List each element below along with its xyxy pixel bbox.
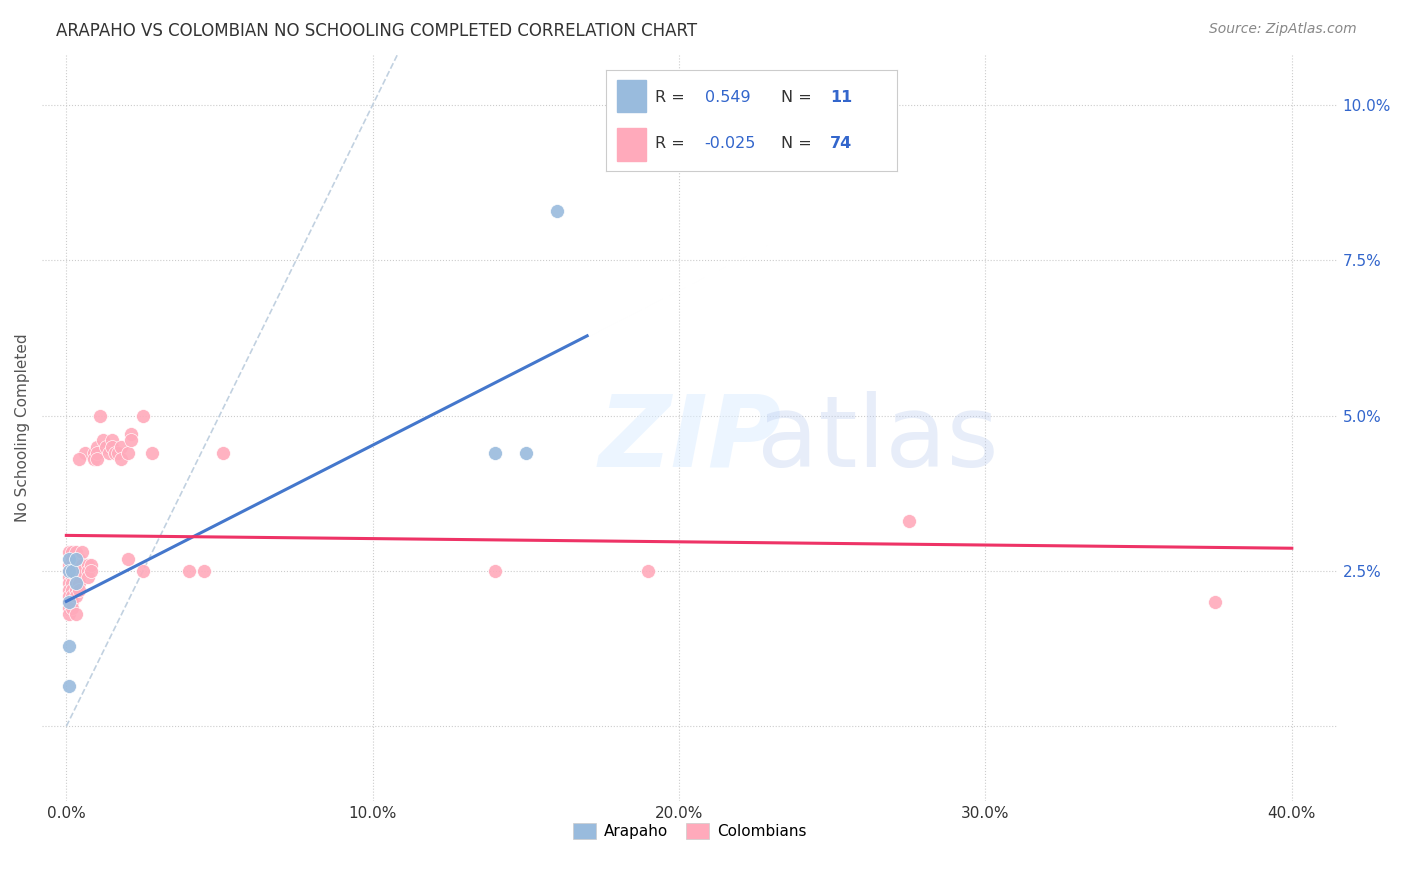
Point: [110, 452, 132, 467]
Point: [110, 440, 132, 454]
Point: [83, 446, 105, 460]
Point: [1204, 595, 1226, 609]
Point: [58, 679, 80, 693]
Point: [546, 203, 568, 218]
Point: [58, 558, 80, 572]
Point: [104, 446, 127, 460]
Y-axis label: No Schooling Completed: No Schooling Completed: [15, 334, 30, 523]
Point: [58, 570, 80, 584]
Point: [637, 564, 659, 578]
Point: [65, 582, 87, 597]
Point: [58, 564, 80, 578]
Point: [65, 576, 87, 591]
Point: [76, 564, 98, 578]
Point: [58, 551, 80, 566]
Point: [67, 558, 90, 572]
Point: [117, 551, 139, 566]
Point: [58, 582, 80, 597]
Point: [58, 639, 80, 653]
Point: [65, 607, 87, 622]
Point: [65, 545, 87, 559]
Point: [62, 564, 84, 578]
Point: [515, 446, 537, 460]
Point: [62, 582, 84, 597]
Point: [58, 595, 80, 609]
Point: [120, 434, 142, 448]
Point: [94, 440, 117, 454]
Point: [86, 446, 108, 460]
Point: [67, 582, 90, 597]
Point: [58, 601, 80, 615]
Text: Source: ZipAtlas.com: Source: ZipAtlas.com: [1209, 22, 1357, 37]
Point: [91, 434, 114, 448]
Point: [58, 607, 80, 622]
Point: [62, 564, 84, 578]
Point: [211, 446, 233, 460]
Text: ZIP: ZIP: [599, 391, 782, 488]
Point: [67, 576, 90, 591]
Point: [62, 589, 84, 603]
Point: [76, 558, 98, 572]
Point: [67, 564, 90, 578]
Point: [67, 452, 90, 467]
Point: [65, 570, 87, 584]
Point: [58, 595, 80, 609]
Point: [83, 452, 105, 467]
Point: [177, 564, 200, 578]
Point: [65, 558, 87, 572]
Point: [101, 434, 124, 448]
Point: [58, 564, 80, 578]
Point: [65, 589, 87, 603]
Point: [65, 564, 87, 578]
Point: [67, 570, 90, 584]
Point: [80, 558, 103, 572]
Point: [193, 564, 215, 578]
Point: [67, 551, 90, 566]
Point: [62, 570, 84, 584]
Point: [484, 446, 506, 460]
Point: [76, 570, 98, 584]
Point: [62, 595, 84, 609]
Point: [120, 427, 142, 442]
Point: [62, 545, 84, 559]
Point: [62, 576, 84, 591]
Point: [70, 564, 93, 578]
Point: [107, 446, 129, 460]
Point: [65, 551, 87, 566]
Point: [62, 558, 84, 572]
Point: [897, 514, 920, 528]
Point: [86, 440, 108, 454]
Point: [70, 545, 93, 559]
Point: [70, 558, 93, 572]
Point: [141, 446, 163, 460]
Point: [89, 409, 111, 423]
Point: [86, 452, 108, 467]
Point: [80, 564, 103, 578]
Point: [58, 545, 80, 559]
Legend: Arapaho, Colombians: Arapaho, Colombians: [567, 817, 813, 846]
Point: [73, 446, 96, 460]
Text: atlas: atlas: [756, 391, 998, 488]
Point: [117, 446, 139, 460]
Point: [62, 551, 84, 566]
Point: [132, 409, 155, 423]
Point: [62, 601, 84, 615]
Point: [65, 576, 87, 591]
Point: [98, 446, 121, 460]
Point: [58, 576, 80, 591]
Point: [132, 564, 155, 578]
Point: [65, 551, 87, 566]
Text: ARAPAHO VS COLOMBIAN NO SCHOOLING COMPLETED CORRELATION CHART: ARAPAHO VS COLOMBIAN NO SCHOOLING COMPLE…: [56, 22, 697, 40]
Point: [101, 440, 124, 454]
Point: [484, 564, 506, 578]
Point: [58, 589, 80, 603]
